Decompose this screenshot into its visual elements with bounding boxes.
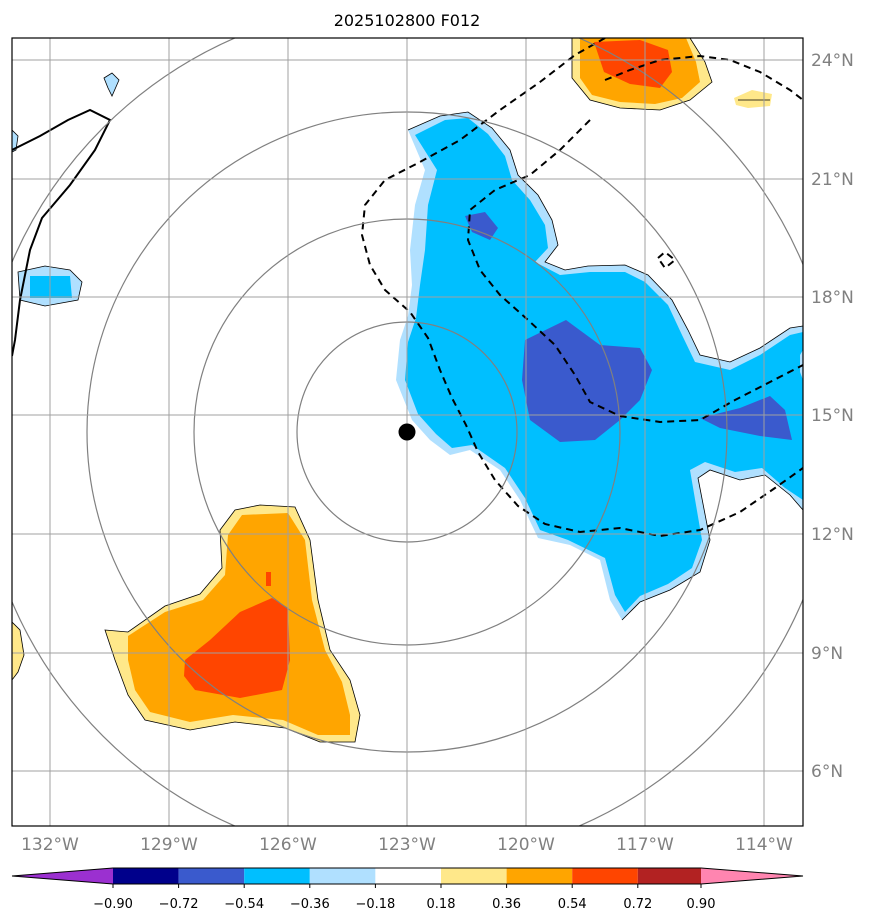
colorbar-tick-label: 0.18 xyxy=(427,897,456,912)
colorbar-segment xyxy=(113,868,179,884)
colorbar-segment xyxy=(309,868,376,884)
colorbar-segment xyxy=(506,868,573,884)
gridlines xyxy=(12,38,803,826)
lon-label: 129°W xyxy=(140,835,198,855)
colorbar-segment xyxy=(375,868,441,884)
lon-label: 117°W xyxy=(616,835,674,855)
colorbar-segment xyxy=(572,868,638,884)
colorbar-tick-label: 0.90 xyxy=(687,897,716,912)
colorbar-tick-label: −0.54 xyxy=(224,897,264,912)
map-area xyxy=(12,38,803,826)
colorbar-max-extension xyxy=(701,868,803,884)
lon-label: 123°W xyxy=(378,835,436,855)
colorbar-min-extension xyxy=(12,868,113,884)
longitude-labels: 132°W 129°W 126°W 123°W 120°W 117°W 114°… xyxy=(21,835,793,855)
lat-label: 15°N xyxy=(811,406,854,426)
lat-label: 24°N xyxy=(811,51,854,71)
map-title: 2025102800 F012 xyxy=(334,11,481,30)
colorbar-segment xyxy=(178,868,245,884)
colorbar-tick-label: −0.90 xyxy=(93,897,133,912)
positive-anomaly-region-west-edge xyxy=(12,621,25,681)
lat-label: 9°N xyxy=(811,644,843,664)
colorbar: −0.90 −0.72 −0.54 −0.36 −0.18 0.18 0.36 … xyxy=(11,867,804,912)
map-frame xyxy=(11,37,804,827)
colorbar-segment xyxy=(637,868,701,884)
colorbar-segment xyxy=(441,868,507,884)
lon-label: 132°W xyxy=(21,835,79,855)
colorbar-tick-label: −0.36 xyxy=(290,897,330,912)
lat-label: 18°N xyxy=(811,288,854,308)
colorbar-tick-label: 0.36 xyxy=(492,897,521,912)
lon-label: 126°W xyxy=(259,835,317,855)
lon-label: 114°W xyxy=(735,835,793,855)
colorbar-tick-label: 0.54 xyxy=(558,897,587,912)
lat-label: 12°N xyxy=(811,525,854,545)
storm-center-marker xyxy=(398,423,416,441)
lon-label: 120°W xyxy=(497,835,555,855)
coastline xyxy=(12,108,112,357)
dashed-contours xyxy=(360,38,803,538)
lat-label: 21°N xyxy=(811,170,854,190)
colorbar-tick-label: −0.72 xyxy=(159,897,199,912)
colorbar-tick-label: −0.18 xyxy=(355,897,395,912)
colorbar-tick-label: 0.72 xyxy=(623,897,652,912)
latitude-labels: 24°N 21°N 18°N 15°N 12°N 9°N 6°N xyxy=(811,51,854,782)
lat-label: 6°N xyxy=(811,762,843,782)
colorbar-segment xyxy=(244,868,310,884)
